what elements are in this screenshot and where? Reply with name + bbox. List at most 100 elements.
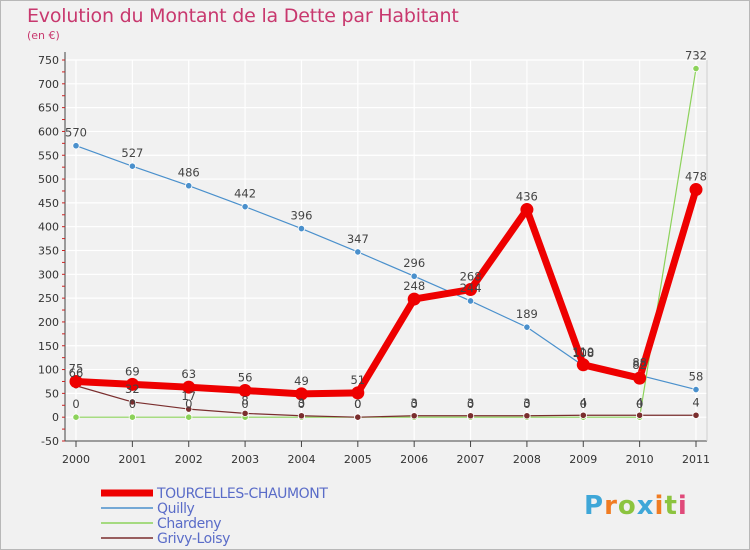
data-label: 108 (572, 346, 594, 360)
data-point (238, 384, 252, 398)
data-label: 88 (632, 355, 647, 369)
data-label: 486 (178, 166, 200, 180)
data-label: 0 (354, 397, 361, 411)
x-tick-label: 2005 (344, 453, 372, 466)
data-label: 8 (241, 393, 248, 407)
data-label: 0 (580, 397, 587, 411)
data-point (354, 413, 362, 421)
data-point (466, 297, 475, 305)
data-label: 0 (72, 397, 79, 411)
data-label: 66 (69, 366, 84, 380)
data-point (128, 413, 136, 421)
data-label: 248 (403, 279, 425, 293)
y-tick-label: 550 (38, 149, 59, 162)
data-label: 63 (181, 367, 196, 381)
data-label: 3 (411, 396, 418, 410)
data-label: 56 (238, 371, 253, 385)
data-label: 3 (467, 396, 474, 410)
proxiti-logo-letter: i (654, 491, 665, 521)
data-label: 0 (523, 397, 530, 411)
data-point (297, 224, 306, 233)
data-label: 347 (347, 232, 369, 246)
x-tick-label: 2009 (569, 453, 597, 466)
data-point (241, 203, 249, 211)
data-label: 4 (636, 395, 643, 409)
data-point (297, 412, 306, 420)
data-point (410, 412, 418, 420)
y-tick-label: 100 (38, 364, 59, 377)
data-label: 570 (65, 126, 87, 140)
data-point (354, 248, 362, 256)
data-label: 69 (125, 364, 140, 378)
data-label: 4 (580, 395, 587, 409)
y-tick-label: 150 (38, 340, 59, 353)
data-label: 244 (460, 281, 482, 295)
legend-label: Grivy-Loisy (157, 531, 230, 547)
data-label: 110 (572, 345, 594, 359)
x-tick-label: 2007 (457, 453, 485, 466)
series-markers (69, 64, 703, 421)
data-label: 32 (125, 382, 140, 396)
data-point (523, 323, 531, 331)
data-point (182, 380, 196, 394)
y-tick-label: 650 (38, 102, 59, 115)
data-point (72, 413, 80, 421)
series-lines (72, 67, 700, 418)
data-point (466, 412, 475, 420)
data-point (185, 182, 193, 190)
data-point (579, 411, 587, 419)
chart-subtitle: (en €) (27, 29, 60, 42)
data-label: 51 (350, 373, 365, 387)
x-tick-label: 2011 (682, 453, 710, 466)
data-point (185, 413, 193, 421)
chart-title: Evolution du Montant de la Dette par Hab… (27, 5, 459, 27)
data-point (523, 412, 531, 420)
x-tick-label: 2003 (231, 453, 259, 466)
legend-label: Quilly (157, 501, 195, 517)
data-point (692, 64, 700, 73)
data-label: 0 (467, 397, 474, 411)
proxiti-logo-letter: x (636, 491, 655, 521)
data-label: 82 (632, 358, 647, 372)
data-label: 732 (685, 49, 707, 63)
y-tick-label: 200 (38, 316, 59, 329)
y-tick-label: 350 (38, 245, 59, 258)
data-label: 478 (685, 170, 707, 184)
proxiti-logo-letter: o (617, 491, 637, 521)
data-label: 396 (290, 209, 312, 223)
series-data-labels: 570 527 486 442 396 347 296 244 189 108 88 58 0 0 0 0 0 0… (65, 49, 707, 412)
y-tick-label: 250 (38, 292, 59, 305)
data-point (692, 385, 700, 394)
y-tick-label: 50 (45, 387, 59, 400)
data-point (520, 203, 534, 217)
data-label: 0 (241, 397, 248, 411)
y-tick-label: 300 (38, 268, 59, 281)
data-point (351, 386, 365, 400)
data-point (689, 183, 703, 197)
y-tick-label: 400 (38, 221, 59, 234)
data-label: 527 (121, 146, 143, 160)
x-tick-label: 2006 (400, 453, 428, 466)
y-tick-label: 450 (38, 197, 59, 210)
x-tick-label: 2001 (118, 453, 146, 466)
data-label: 75 (69, 361, 84, 375)
data-point (128, 398, 136, 406)
data-label: 0 (354, 397, 361, 411)
legend-label: Chardeny (157, 516, 221, 532)
data-point (407, 292, 421, 306)
y-tick-label: 600 (38, 125, 59, 138)
data-point (633, 371, 647, 385)
data-label: 0 (185, 397, 192, 411)
data-point (128, 162, 136, 170)
legend-label: TOURCELLES-CHAUMONT (156, 486, 328, 502)
data-point (241, 409, 249, 417)
series-line-chardeny (75, 67, 697, 418)
proxiti-logo-letter: t (664, 491, 678, 521)
data-point (72, 142, 80, 150)
data-point (125, 377, 139, 391)
data-point (464, 283, 478, 297)
data-label: 58 (689, 370, 704, 384)
y-tick-label: 500 (38, 173, 59, 186)
